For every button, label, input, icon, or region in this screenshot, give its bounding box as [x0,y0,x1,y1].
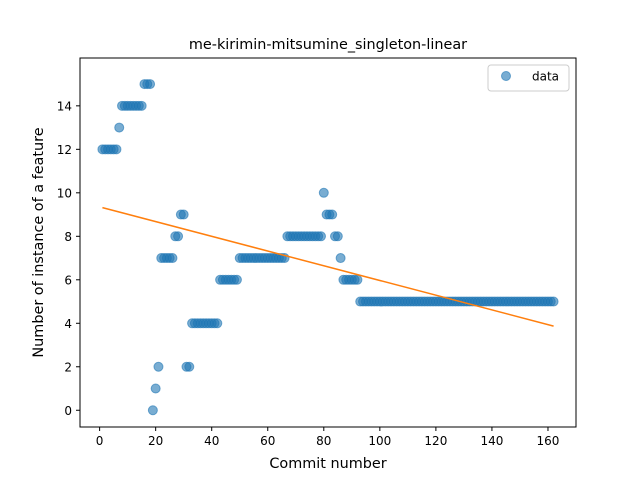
y-tick-label: 4 [64,317,72,331]
x-tick-label: 40 [204,434,219,448]
chart-title: me-kirimin-mitsumine_singleton-linear [189,37,467,53]
data-point [231,274,242,285]
data-point [145,79,156,90]
data-point [111,144,122,155]
data-point [315,231,326,242]
data-point [153,361,164,372]
legend: data [487,64,570,92]
y-tick-label: 8 [64,230,72,244]
data-point [150,383,161,394]
y-tick-label: 0 [64,404,72,418]
data-point [332,231,343,242]
data-point [327,209,338,220]
x-tick-label: 120 [424,434,447,448]
data-point [352,274,363,285]
x-tick-label: 80 [316,434,331,448]
data-point [114,122,125,133]
legend-box [487,64,570,92]
x-tick-label: 160 [537,434,560,448]
data-point [335,253,346,264]
y-tick-label: 2 [64,360,72,374]
x-axis-label: Commit number [269,456,386,472]
data-point [173,231,184,242]
data-point [212,318,223,329]
y-axis-label: Number of instance of a feature [31,127,47,357]
y-tick-label: 6 [64,273,72,287]
legend-label-data: data [532,70,559,84]
y-tick-label: 10 [57,186,72,200]
x-tick-label: 0 [96,434,104,448]
x-tick-label: 100 [368,434,391,448]
x-axis: 0 20 40 60 80 100 120 140 160 [96,427,560,448]
data-point [167,253,178,264]
x-tick-label: 60 [260,434,275,448]
fit-line [102,206,554,327]
data-point [318,187,329,198]
data-point [548,296,559,307]
data-point [178,209,189,220]
data-point [147,405,158,416]
legend-marker [501,71,511,81]
data-point [184,361,195,372]
y-tick-label: 12 [57,143,72,157]
y-tick-label: 14 [57,99,72,113]
data-point [136,100,147,111]
x-tick-label: 140 [480,434,503,448]
x-tick-label: 20 [148,434,163,448]
plot-frame [79,57,577,428]
y-axis: 0 2 4 6 8 10 12 14 [57,99,80,418]
